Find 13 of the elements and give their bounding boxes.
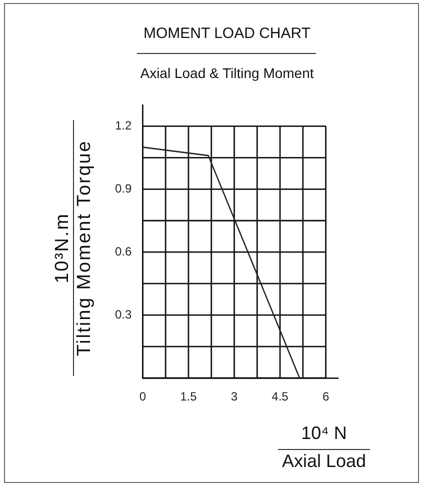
y-tick-label: 0.6 [115,244,132,258]
x-axis-title: 10⁴ N Axial Load [282,423,366,471]
y-tick-label: 1.2 [115,118,132,132]
x-tick-label: 0 [139,390,146,404]
y-tick-label: 0.3 [115,307,132,322]
chart-title: MOMENT LOAD CHART [144,25,310,42]
chart-subtitle: Axial Load & Tilting Moment [140,65,314,81]
x-tick-label: 6 [322,390,330,404]
x-tick-label: 3 [230,390,238,404]
y-tick-label: 0.9 [115,181,132,196]
y-axis-title: 10³N.m Tilting Moment Torque [52,140,95,356]
x-tick-label: 1.5 [180,390,198,404]
x-tick-label: 4.5 [272,390,289,404]
